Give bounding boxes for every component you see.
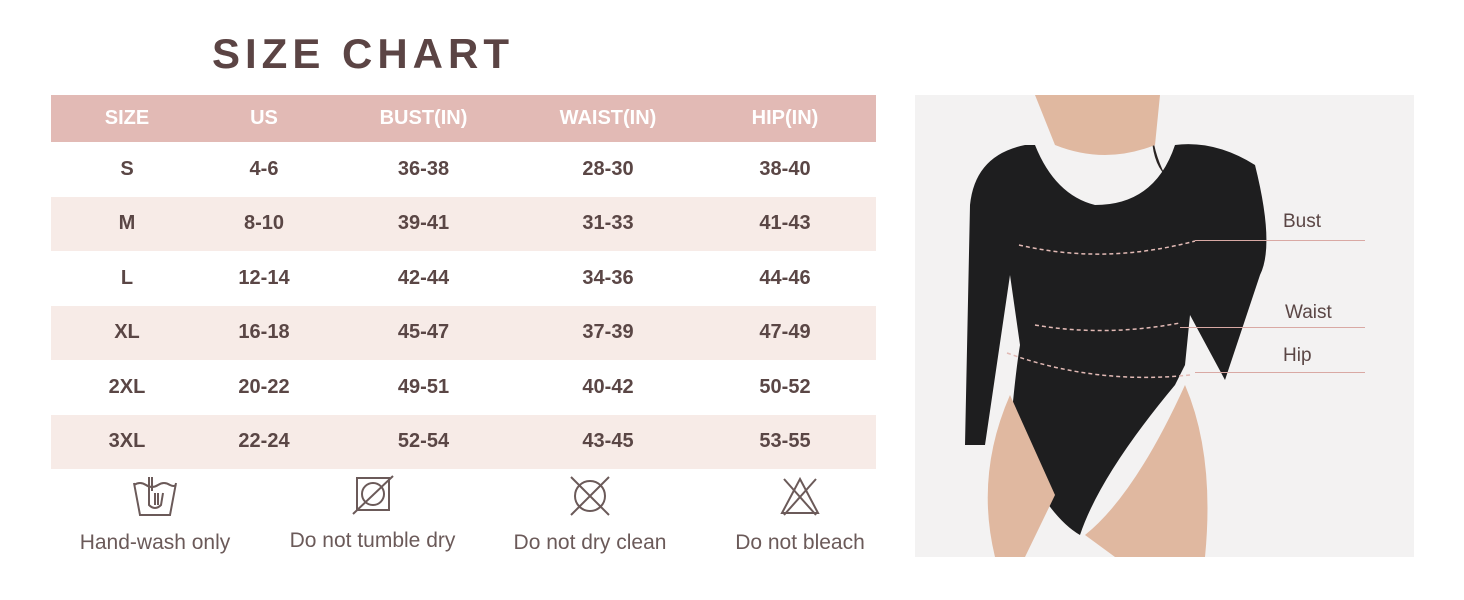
care-hand-wash: Hand-wash only [70,475,240,555]
table-cell: 37-39 [522,305,694,360]
table-cell: 4-6 [249,157,279,180]
table-cell: M [51,196,203,251]
care-label: Hand-wash only [79,531,231,554]
table-header-row: SIZE US BUST(IN) WAIST(IN) HIP(IN) [51,95,876,142]
header-us: US [203,95,325,142]
care-label: Do not tumble dry [289,529,456,552]
table-cell: 8-10 [203,196,325,251]
model-photo: Bust Waist Hip [915,95,1414,557]
table-cell: 45-47 [325,305,522,360]
care-no-bleach: Do not bleach [725,475,875,555]
table-cell: 42-44 [397,266,450,289]
table-row: 2XL 20-22 49-51 40-42 50-52 [51,360,876,415]
table-cell: 3XL [51,414,203,469]
table-cell: 20-22 [238,375,290,398]
header-hip: HIP(IN) [694,95,876,142]
table-cell: 28-30 [582,157,634,180]
table-cell: 39-41 [325,196,522,251]
hip-line [1195,372,1365,373]
bust-label: Bust [1283,211,1322,232]
no-tumble-dry-icon [351,475,394,515]
care-label: Do not dry clean [513,531,667,554]
table-cell: 22-24 [203,414,325,469]
table-cell: 44-46 [759,266,811,289]
bust-line [1195,240,1365,241]
table-cell: 41-43 [694,196,876,251]
table-cell: L [120,266,134,289]
table-cell: XL [51,305,203,360]
waist-label: Waist [1285,302,1332,323]
table-cell: 49-51 [397,375,450,398]
table-cell: 47-49 [694,305,876,360]
table-cell: 16-18 [203,305,325,360]
table-cell: 50-52 [759,375,811,398]
table-cell: 12-14 [238,266,290,289]
table-cell: 52-54 [325,414,522,469]
no-dry-clean-icon [570,476,610,516]
header-waist: WAIST(IN) [522,95,694,142]
no-bleach-icon [780,476,820,516]
care-no-tumble-dry: Do not tumble dry [280,475,465,553]
table-row: 3XL 22-24 52-54 43-45 53-55 [51,414,876,469]
care-label: Do not bleach [735,531,865,554]
hip-label: Hip [1283,345,1312,366]
table-cell: 40-42 [582,375,634,398]
care-no-dry-clean: Do not dry clean [505,475,675,555]
table-cell: S [120,157,134,180]
table-cell: 36-38 [397,157,450,180]
waist-line [1180,327,1365,328]
header-bust: BUST(IN) [325,95,522,142]
table-cell: 34-36 [582,266,634,289]
table-cell: 53-55 [694,414,876,469]
table-cell: 43-45 [522,414,694,469]
table-cell: 31-33 [522,196,694,251]
header-size: SIZE [51,95,203,142]
table-row: L 12-14 42-44 34-36 44-46 [51,251,876,306]
page-title: SIZE CHART [212,30,514,77]
table-row: XL 16-18 45-47 37-39 47-49 [51,305,876,360]
table-row: M 8-10 39-41 31-33 41-43 [51,196,876,251]
table-cell: 38-40 [759,157,811,180]
table-row: S 4-6 36-38 28-30 38-40 [51,142,876,197]
bodysuit-model-image [965,95,1267,557]
table-cell: 2XL [108,375,146,398]
hand-wash-icon [133,477,177,516]
size-table: SIZE US BUST(IN) WAIST(IN) HIP(IN) S 4-6 3… [51,95,876,469]
